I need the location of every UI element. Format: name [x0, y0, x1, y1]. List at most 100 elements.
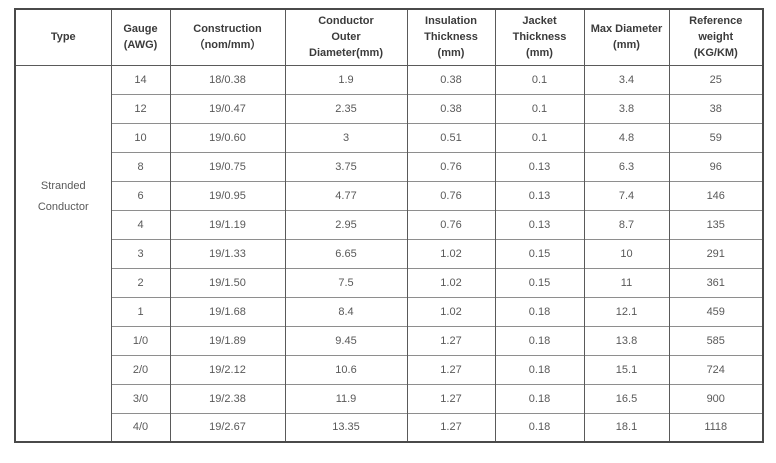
cell-conductor_outer_diameter: 4.77 — [284, 180, 407, 210]
cell-max_diameter: 15.1 — [583, 354, 669, 384]
cell-insulation_thickness: 1.27 — [406, 325, 495, 355]
cell-conductor_outer_diameter: 11.9 — [284, 383, 407, 413]
cell-conductor_outer_diameter: 7.5 — [284, 267, 407, 297]
cell-conductor_outer_diameter: 6.65 — [284, 238, 407, 268]
type-group-cell: Stranded Conductor — [14, 65, 111, 442]
cell-max_diameter: 10 — [583, 238, 669, 268]
cell-jacket_thickness: 0.13 — [494, 209, 584, 239]
header-label-line: Outer — [331, 31, 361, 44]
cell-insulation_thickness: 1.02 — [406, 238, 495, 268]
cell-reference_weight: 585 — [668, 325, 763, 355]
header-cell-insulation_thickness: Insulation Thickness (mm) — [406, 9, 495, 66]
cell-conductor_outer_diameter: 3 — [284, 122, 407, 152]
cell-gauge: 6 — [110, 180, 170, 210]
table-row: 10 19/0.60 3 0.51 0.1 4.8 59 — [15, 122, 763, 152]
cell-max_diameter: 4.8 — [583, 122, 669, 152]
cell-conductor_outer_diameter: 2.35 — [284, 93, 407, 123]
table-row: 2 19/1.50 7.5 1.02 0.15 11 361 — [15, 267, 763, 297]
cell-construction: 19/1.33 — [169, 238, 285, 268]
cell-reference_weight: 459 — [668, 296, 763, 326]
table-row: 12 19/0.47 2.35 0.38 0.1 3.8 38 — [15, 93, 763, 123]
cell-reference_weight: 361 — [668, 267, 763, 297]
cell-insulation_thickness: 1.02 — [406, 267, 495, 297]
cell-reference_weight: 146 — [668, 180, 763, 210]
cell-gauge: 3/0 — [110, 383, 170, 413]
wire-spec-table: Type Gauge (AWG) Construction （nom/mm） Conduc… — [14, 8, 764, 443]
cell-reference_weight: 900 — [668, 383, 763, 413]
cell-conductor_outer_diameter: 10.6 — [284, 354, 407, 384]
cell-construction: 19/1.19 — [169, 209, 285, 239]
cell-gauge: 4 — [110, 209, 170, 239]
cell-jacket_thickness: 0.1 — [494, 64, 584, 94]
cell-jacket_thickness: 0.13 — [494, 151, 584, 181]
cell-construction: 19/0.75 — [169, 151, 285, 181]
cell-jacket_thickness: 0.18 — [494, 412, 584, 442]
header-cell-type: Type — [14, 9, 111, 66]
cell-conductor_outer_diameter: 8.4 — [284, 296, 407, 326]
cell-jacket_thickness: 0.1 — [494, 93, 584, 123]
cell-insulation_thickness: 1.02 — [406, 296, 495, 326]
cell-construction: 19/2.38 — [169, 383, 285, 413]
cell-construction: 19/1.89 — [169, 325, 285, 355]
header-label-line: Type — [50, 31, 76, 44]
header-cell-max_diameter: Max Diameter (mm) — [583, 9, 669, 66]
cell-max_diameter: 7.4 — [583, 180, 669, 210]
cell-reference_weight: 724 — [668, 354, 763, 384]
cell-insulation_thickness: 0.76 — [406, 209, 495, 239]
header-label-line: Diameter(mm) — [309, 47, 383, 60]
header-label-line: (mm) — [526, 47, 553, 60]
header-label-line: Insulation — [425, 15, 477, 28]
cell-construction: 19/0.60 — [169, 122, 285, 152]
cell-jacket_thickness: 0.18 — [494, 325, 584, 355]
header-label-line: Jacket — [522, 15, 557, 28]
cell-construction: 19/0.47 — [169, 93, 285, 123]
cell-gauge: 1/0 — [110, 325, 170, 355]
cell-insulation_thickness: 0.38 — [406, 93, 495, 123]
cell-insulation_thickness: 0.51 — [406, 122, 495, 152]
cell-max_diameter: 16.5 — [583, 383, 669, 413]
cell-jacket_thickness: 0.13 — [494, 180, 584, 210]
header-label-line: Construction — [193, 23, 262, 36]
cell-insulation_thickness: 0.76 — [406, 180, 495, 210]
cell-max_diameter: 11 — [583, 267, 669, 297]
table-row: 4/0 19/2.67 13.35 1.27 0.18 18.1 1118 — [15, 412, 763, 442]
cell-gauge: 3 — [110, 238, 170, 268]
header-cell-construction: Construction （nom/mm） — [169, 9, 285, 66]
header-cell-conductor_outer_diameter: Conductor Outer Diameter(mm) — [284, 9, 407, 66]
header-label-line: Thickness — [424, 31, 478, 44]
cell-max_diameter: 3.8 — [583, 93, 669, 123]
header-label-line: weight — [698, 31, 734, 44]
cell-max_diameter: 18.1 — [583, 412, 669, 442]
table-row: 3/0 19/2.38 11.9 1.27 0.18 16.5 900 — [15, 383, 763, 413]
cell-conductor_outer_diameter: 13.35 — [284, 412, 407, 442]
header-cell-gauge: Gauge (AWG) — [110, 9, 170, 66]
cell-jacket_thickness: 0.15 — [494, 238, 584, 268]
header-label-line: Thickness — [512, 31, 567, 44]
cell-jacket_thickness: 0.1 — [494, 122, 584, 152]
cell-reference_weight: 25 — [668, 64, 763, 94]
cell-reference_weight: 291 — [668, 238, 763, 268]
header-label-line: Gauge — [123, 23, 158, 36]
cell-insulation_thickness: 0.76 — [406, 151, 495, 181]
cell-conductor_outer_diameter: 2.95 — [284, 209, 407, 239]
table-row: 1/0 19/1.89 9.45 1.27 0.18 13.8 585 — [15, 325, 763, 355]
cell-construction: 19/1.50 — [169, 267, 285, 297]
cell-jacket_thickness: 0.18 — [494, 354, 584, 384]
table-row: 1 19/1.68 8.4 1.02 0.18 12.1 459 — [15, 296, 763, 326]
cell-max_diameter: 8.7 — [583, 209, 669, 239]
table-row: 8 19/0.75 3.75 0.76 0.13 6.3 96 — [15, 151, 763, 181]
cell-gauge: 12 — [110, 93, 170, 123]
table-body: Stranded Conductor 14 18/0.38 1.9 0.38 0.1 3.4 2… — [14, 64, 763, 442]
cell-gauge: 1 — [110, 296, 170, 326]
cell-reference_weight: 135 — [668, 209, 763, 239]
cell-construction: 19/0.95 — [169, 180, 285, 210]
cell-insulation_thickness: 0.38 — [406, 64, 495, 94]
header-label-line: Reference — [689, 15, 743, 28]
header-label-line: (mm) — [437, 47, 465, 60]
cell-max_diameter: 13.8 — [583, 325, 669, 355]
cell-conductor_outer_diameter: 3.75 — [284, 151, 407, 181]
type-label-line: Stranded — [40, 179, 86, 192]
table-header: Type Gauge (AWG) Construction （nom/mm） Conduc… — [14, 9, 763, 66]
cell-insulation_thickness: 1.27 — [406, 412, 495, 442]
